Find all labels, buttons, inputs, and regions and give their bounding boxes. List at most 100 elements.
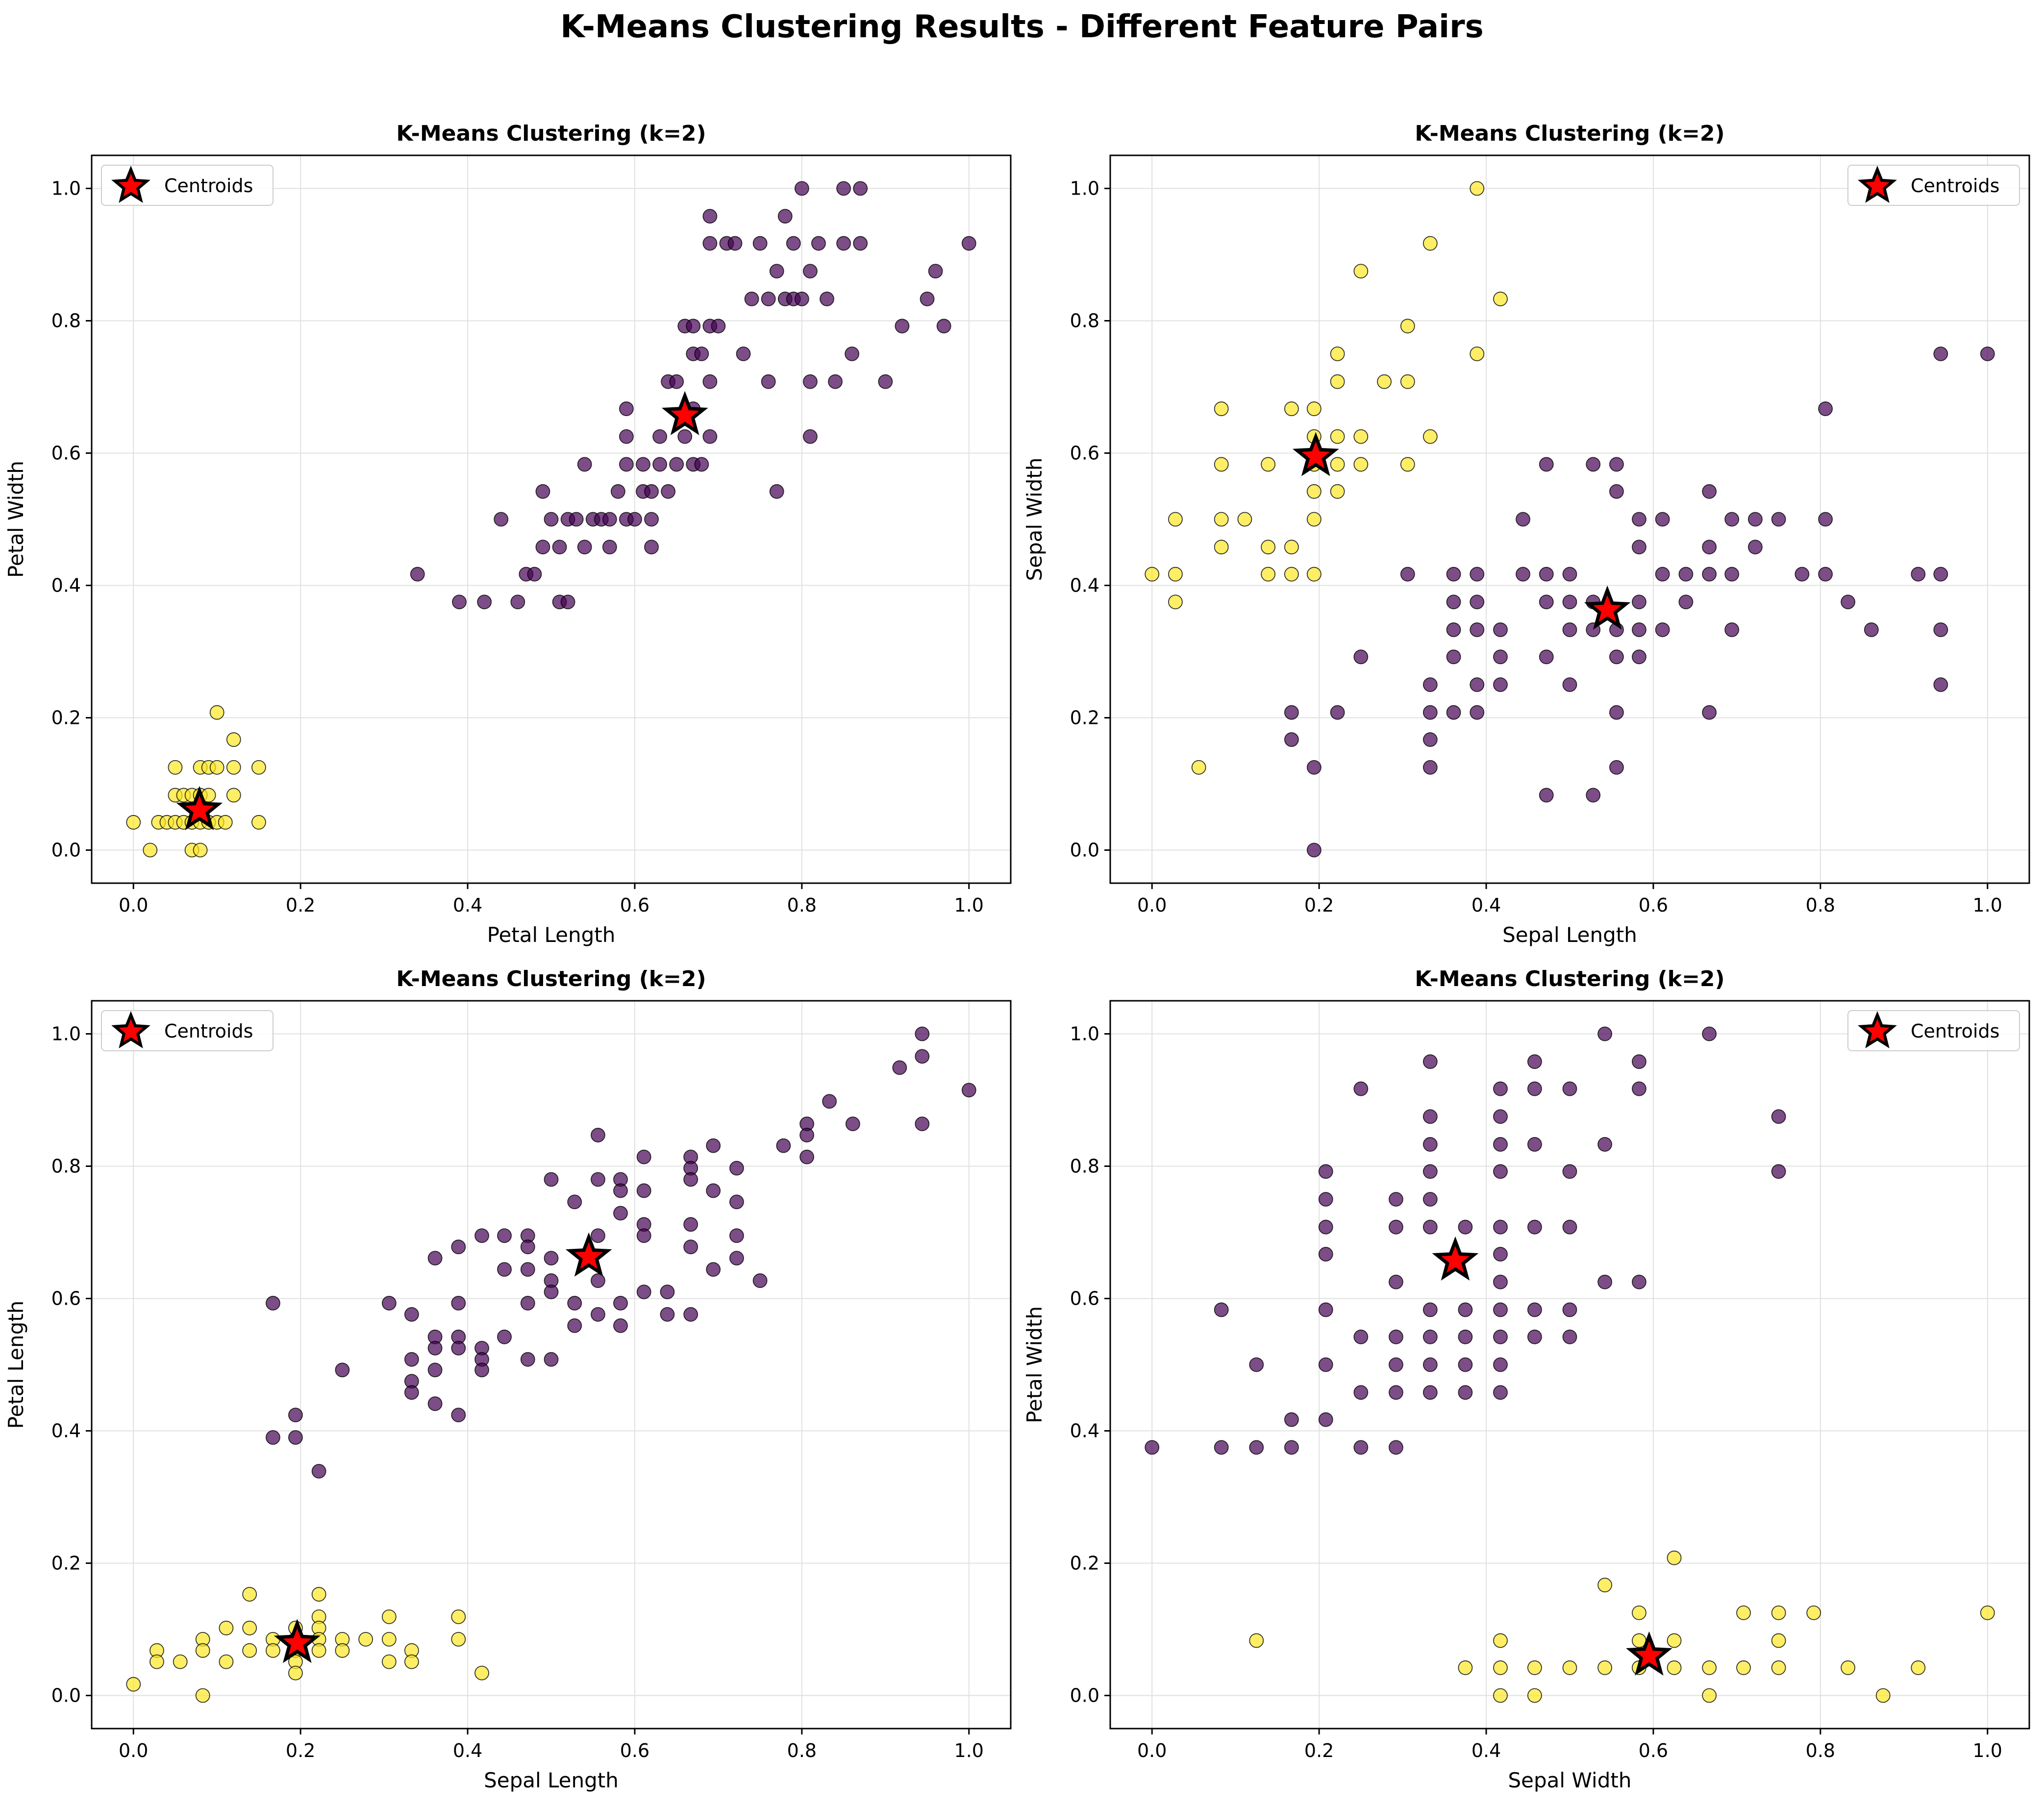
data-point-cluster-1 <box>209 705 224 720</box>
data-point-cluster-0 <box>1458 1357 1473 1372</box>
data-point-cluster-0 <box>652 429 667 444</box>
y-tick-label: 0.0 <box>1070 1685 1099 1707</box>
legend: Centroids <box>1847 1010 2020 1051</box>
data-point-cluster-0 <box>451 1296 466 1311</box>
data-point-cluster-1 <box>1597 1660 1612 1675</box>
data-point-cluster-1 <box>335 1643 350 1658</box>
data-point-cluster-0 <box>1458 1219 1473 1235</box>
data-point-cluster-0 <box>1470 567 1485 582</box>
data-point-cluster-0 <box>777 209 793 224</box>
data-point-cluster-1 <box>1330 347 1345 361</box>
data-point-cluster-0 <box>1841 594 1856 610</box>
data-point-cluster-0 <box>404 1352 419 1367</box>
data-point-cluster-0 <box>1493 1164 1508 1179</box>
data-point-cluster-0 <box>1562 1302 1577 1317</box>
data-point-cluster-0 <box>1864 622 1879 637</box>
subplot-sepal-length-vs-sepal-width: 0.0 0.2 0.4 0.6 0.8 1.0 0.0 0.2 0.4 0.6 0.8 1.0 K-Me… <box>1022 121 2030 947</box>
data-point-cluster-0 <box>1933 567 1948 582</box>
y-axis-label: Petal Width <box>4 461 28 578</box>
data-point-cluster-1 <box>1261 457 1276 472</box>
data-point-cluster-0 <box>915 1116 930 1132</box>
data-point-cluster-0 <box>427 1251 443 1266</box>
data-point-cluster-0 <box>1527 1219 1542 1235</box>
data-point-cluster-0 <box>853 236 868 251</box>
data-point-cluster-1 <box>218 815 233 830</box>
data-point-cluster-0 <box>527 567 542 582</box>
data-point-cluster-1 <box>1527 1660 1542 1675</box>
data-point-cluster-0 <box>1493 1329 1508 1344</box>
data-point-cluster-0 <box>878 374 893 389</box>
x-tick-label: 0.8 <box>787 1740 817 1761</box>
centroid-marker <box>1584 585 1631 630</box>
data-point-cluster-0 <box>288 1408 303 1423</box>
data-point-cluster-1 <box>358 1632 373 1647</box>
data-point-cluster-0 <box>736 347 751 361</box>
data-point-cluster-0 <box>1422 1219 1438 1235</box>
y-axis-label: Sepal Width <box>1022 458 1047 581</box>
y-tick-label: 1.0 <box>51 178 81 199</box>
data-point-cluster-1 <box>1307 484 1321 499</box>
data-point-cluster-0 <box>644 484 659 499</box>
data-point-cluster-0 <box>1678 594 1694 610</box>
data-point-cluster-0 <box>1539 594 1554 610</box>
data-point-cluster-0 <box>1818 512 1833 527</box>
data-point-cluster-0 <box>560 594 575 610</box>
data-point-cluster-0 <box>1422 1302 1438 1317</box>
data-point-cluster-1 <box>1841 1660 1856 1675</box>
data-point-cluster-1 <box>168 760 183 775</box>
x-tick-label: 0.0 <box>119 894 148 916</box>
data-point-cluster-1 <box>150 1654 164 1669</box>
centroid-marker <box>176 786 223 830</box>
data-point-cluster-0 <box>915 1049 930 1064</box>
data-point-cluster-0 <box>451 1408 466 1423</box>
x-axis-label: Sepal Width <box>1508 1768 1632 1792</box>
data-point-cluster-0 <box>1318 1357 1333 1372</box>
data-point-cluster-1 <box>265 1643 280 1658</box>
data-point-cluster-0 <box>1597 1274 1612 1289</box>
data-point-cluster-0 <box>1527 1329 1542 1344</box>
data-point-cluster-1 <box>1353 457 1369 472</box>
data-point-cluster-0 <box>1748 512 1763 527</box>
data-point-cluster-1 <box>1667 1660 1682 1675</box>
data-point-cluster-0 <box>686 319 701 334</box>
y-tick-label: 0.2 <box>1070 707 1099 729</box>
x-tick-label: 0.4 <box>1471 894 1501 916</box>
data-point-cluster-0 <box>1493 649 1508 665</box>
data-point-cluster-1 <box>219 1620 234 1635</box>
data-point-cluster-1 <box>1377 374 1392 389</box>
data-point-cluster-1 <box>1736 1660 1751 1675</box>
data-point-cluster-0 <box>1422 1357 1438 1372</box>
data-point-cluster-1 <box>1911 1660 1926 1675</box>
data-point-cluster-0 <box>1516 512 1530 527</box>
legend-centroid-icon <box>1858 165 1897 203</box>
data-point-cluster-0 <box>636 457 650 472</box>
data-point-cluster-0 <box>1284 705 1299 720</box>
data-point-cluster-0 <box>729 1161 744 1176</box>
data-point-cluster-1 <box>1214 401 1229 416</box>
data-point-cluster-0 <box>497 1228 512 1243</box>
data-point-cluster-0 <box>265 1296 280 1311</box>
data-point-cluster-0 <box>1353 1385 1369 1400</box>
data-point-cluster-0 <box>1493 1219 1508 1235</box>
data-point-cluster-0 <box>1771 1109 1786 1124</box>
y-tick-label: 0.4 <box>51 575 81 596</box>
data-point-cluster-1 <box>1261 567 1276 582</box>
data-point-cluster-0 <box>1422 1137 1438 1152</box>
x-tick-label: 0.2 <box>286 1740 315 1761</box>
data-point-cluster-0 <box>619 429 634 444</box>
data-point-cluster-0 <box>769 264 784 279</box>
figure-title: K-Means Clustering Results - Different F… <box>560 9 1484 45</box>
data-point-cluster-1 <box>251 760 266 775</box>
data-point-cluster-0 <box>1933 347 1948 361</box>
data-point-cluster-1 <box>1493 1660 1508 1675</box>
data-point-cluster-0 <box>1702 484 1717 499</box>
data-point-cluster-0 <box>1389 1219 1403 1235</box>
data-point-cluster-0 <box>1562 1081 1577 1096</box>
data-point-cluster-0 <box>410 567 425 582</box>
data-point-cluster-0 <box>669 374 684 389</box>
data-point-cluster-1 <box>126 1677 141 1692</box>
data-point-cluster-1 <box>1330 484 1345 499</box>
data-point-cluster-0 <box>702 429 718 444</box>
data-point-cluster-0 <box>729 1194 744 1210</box>
data-point-cluster-0 <box>567 1194 582 1210</box>
